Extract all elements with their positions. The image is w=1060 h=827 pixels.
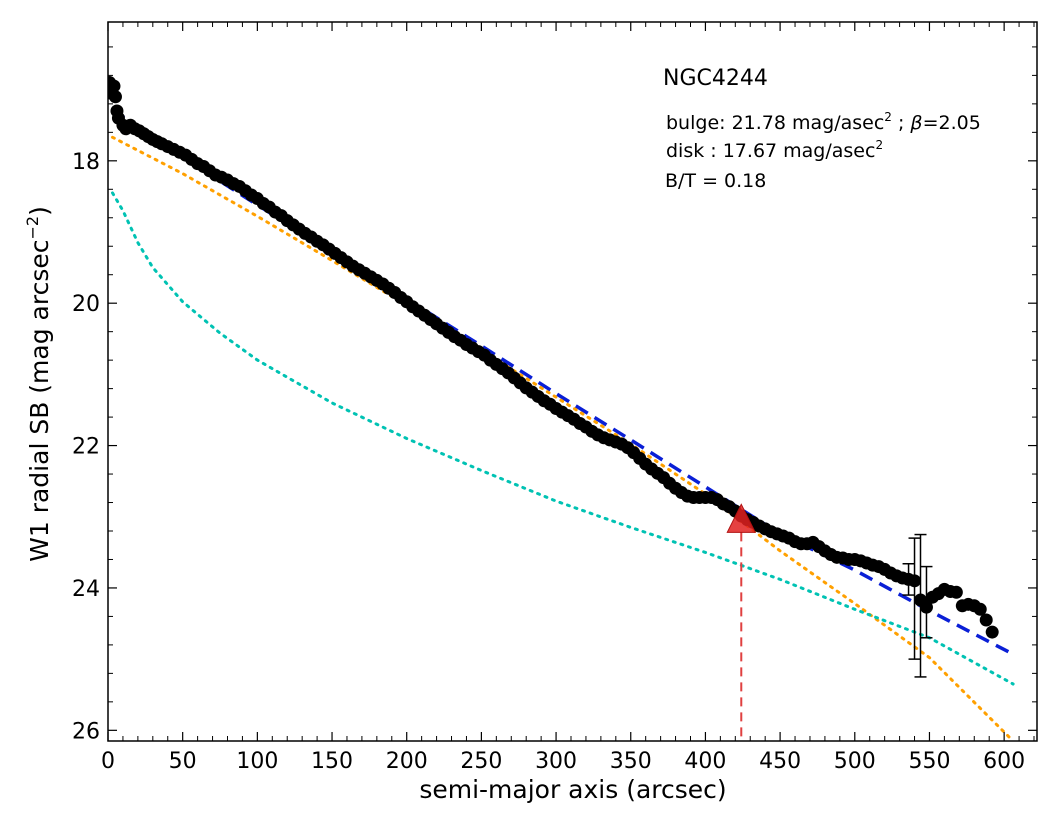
x-tick-label: 450 [759,749,801,774]
x-tick-label: 100 [236,749,278,774]
x-tick-label: 250 [460,749,502,774]
data-point [973,602,987,616]
y-tick-label: 26 [72,719,100,744]
galaxy-name: NGC4244 [663,66,768,91]
beta-symbol: β [909,112,922,134]
x-axis-label: semi-major axis (arcsec) [419,775,726,804]
x-tick-label: 150 [311,749,353,774]
y-axis-label-text: W1 radial SB (mag arcsec [25,240,54,562]
series-line-dotted-2 [111,135,1015,741]
bulge-sep: ; [892,112,910,134]
x-tick-label: 300 [535,749,577,774]
y-tick-label: 22 [72,435,100,460]
x-tick-label: 200 [386,749,428,774]
disk-annotation: disk : 17.67 mag/asec2 [666,138,883,162]
x-tick-label: 350 [610,749,652,774]
disk-text: disk : 17.67 mag/asec [666,140,875,162]
y-tick-label: 20 [72,292,100,317]
x-tick-label: 500 [834,749,876,774]
data-point [108,90,122,104]
series-line-dotted-3 [111,191,1015,686]
x-tick-label: 0 [101,749,115,774]
y-tick-label: 18 [72,150,100,175]
y-axis-label: W1 radial SB (mag arcsec−2) [23,206,54,562]
data-point [949,585,963,599]
bulge-sup: 2 [884,110,892,124]
axes: 0 50 100 150 200 250 300 350 400 450 500 550 600 18 20… [72,21,1038,774]
y-tick-label: 24 [72,577,100,602]
bt-annotation: B/T = 0.18 [665,170,766,192]
model-curves [111,108,1015,741]
plot-frame [107,21,1038,742]
y-axis-label-close: ) [25,206,54,216]
bulge-annotation: bulge: 21.78 mag/asec2 ; β=2.05 [666,110,981,134]
y-axis-label-sup: −2 [23,216,42,240]
transition-marker [726,503,757,741]
data-point [108,79,121,93]
x-tick-label: 550 [908,749,950,774]
x-tick-label: 600 [983,749,1025,774]
x-tick-label: 400 [684,749,726,774]
beta-value: =2.05 [923,112,981,134]
disk-sup: 2 [875,138,883,152]
x-tick-label: 50 [169,749,197,774]
marker-triangle [726,503,757,533]
data-points [108,76,999,678]
data-point [985,625,999,639]
bulge-text: bulge: 21.78 mag/asec [666,112,884,134]
data-point [979,613,993,627]
